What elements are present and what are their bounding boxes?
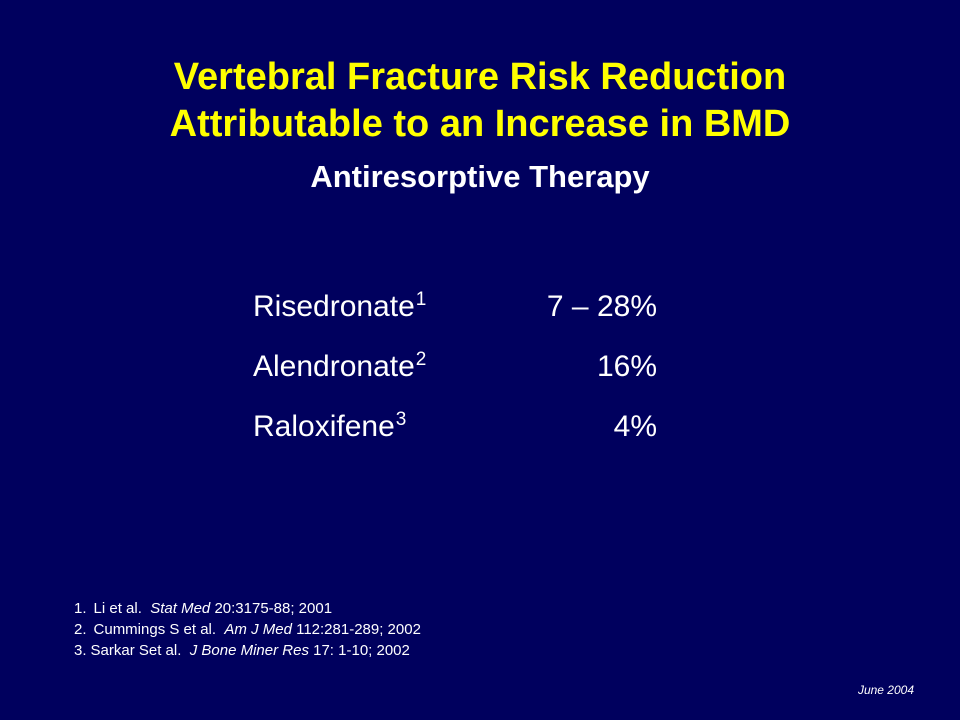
reference-journal: Stat Med bbox=[150, 600, 211, 617]
reference-authors: Sarkar Set al. bbox=[90, 642, 182, 659]
reference-authors: Cummings S et al. bbox=[93, 621, 217, 638]
drug-label: Alendronate bbox=[253, 350, 415, 383]
reference-item: 3. Sarkar Set al. J Bone Miner Res 17: 1-… bbox=[74, 640, 421, 661]
reference-superscript: 3 bbox=[395, 409, 407, 430]
reference-number: 1. bbox=[74, 600, 87, 617]
risk-reduction-value: 4% bbox=[613, 410, 657, 443]
title-line-1: Vertebral Fracture Risk Reduction bbox=[173, 56, 787, 98]
drug-name: Risedronate1 bbox=[253, 287, 426, 331]
table-row: Alendronate2 16% bbox=[253, 347, 663, 407]
reference-number: 3. bbox=[74, 642, 87, 659]
title-line-2: Attributable to an Increase in BMD bbox=[169, 103, 791, 145]
drug-name: Raloxifene3 bbox=[253, 407, 406, 451]
reference-journal: J Bone Miner Res bbox=[189, 642, 309, 659]
reference-item: 1. Li et al. Stat Med 20:3175-88; 2001 bbox=[74, 598, 421, 619]
slide-subtitle: Antiresorptive Therapy bbox=[310, 159, 650, 194]
reference-journal: Am J Med bbox=[224, 621, 292, 638]
references-list: 1. Li et al. Stat Med 20:3175-88; 2001 2.… bbox=[74, 598, 421, 661]
drug-label: Risedronate bbox=[253, 290, 415, 323]
slide-date: June 2004 bbox=[857, 683, 914, 697]
reference-superscript: 2 bbox=[415, 349, 427, 370]
reference-details: 112:281-289; 2002 bbox=[296, 621, 421, 638]
reference-details: 17: 1-10; 2002 bbox=[313, 642, 410, 659]
therapy-table: Risedronate1 7 – 28% Alendronate2 16% Ra… bbox=[253, 287, 663, 467]
reference-authors: Li et al. bbox=[93, 600, 142, 617]
risk-reduction-value: 7 – 28% bbox=[546, 290, 657, 323]
reference-item: 2. Cummings S et al. Am J Med 112:281-289… bbox=[74, 619, 421, 640]
table-row: Risedronate1 7 – 28% bbox=[253, 287, 663, 347]
drug-label: Raloxifene bbox=[253, 410, 395, 443]
slide-title: Vertebral Fracture Risk Reduction Attrib… bbox=[0, 54, 960, 148]
drug-name: Alendronate2 bbox=[253, 347, 426, 391]
reference-details: 20:3175-88; 2001 bbox=[214, 600, 333, 617]
table-row: Raloxifene3 4% bbox=[253, 407, 663, 467]
risk-reduction-value: 16% bbox=[596, 350, 657, 383]
reference-number: 2. bbox=[74, 621, 87, 638]
reference-superscript: 1 bbox=[415, 289, 427, 310]
